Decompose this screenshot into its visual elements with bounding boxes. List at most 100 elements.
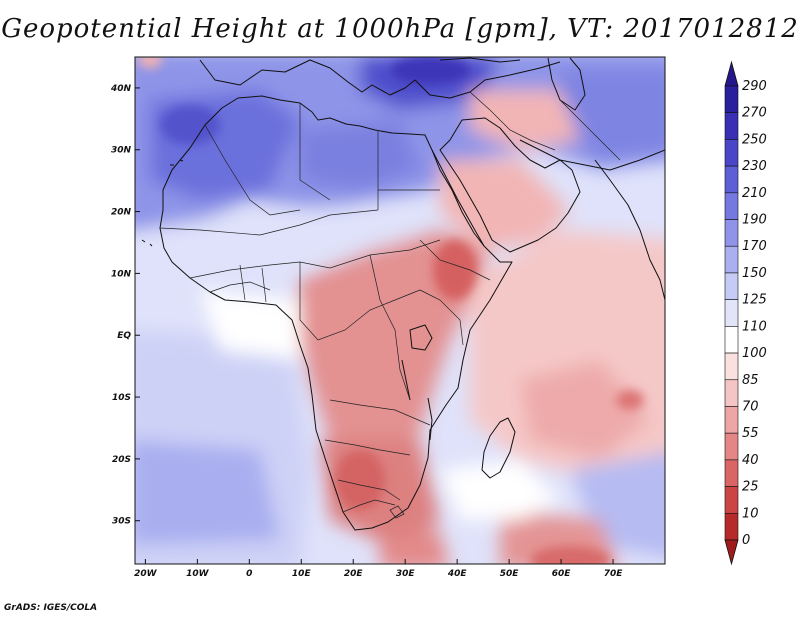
- colorbar-swatch: [724, 459, 739, 487]
- coastline-madagascar: [481, 417, 516, 479]
- y-tick-label: 40N: [110, 84, 132, 94]
- field-libya-high: [300, 120, 420, 190]
- coastline-canaries: [170, 159, 184, 166]
- border-east-africa: [419, 289, 464, 346]
- colorbar-swatch: [724, 512, 739, 541]
- field-iran-high: [560, 70, 665, 160]
- coastline-africa: [159, 95, 513, 531]
- colorbar-label: 270: [742, 106, 767, 121]
- colorbar-label: 55: [742, 426, 759, 441]
- field-balkan-max: [390, 57, 470, 84]
- border-central-east: [369, 254, 411, 401]
- colorbar-top-arrow: [724, 60, 739, 87]
- colorbar-label: 70: [742, 399, 759, 414]
- field-ethiopia-min: [433, 240, 477, 300]
- field-south-indian-high: [570, 452, 665, 558]
- colorbar-swatch: [724, 139, 739, 167]
- y-tick-label: 30S: [112, 517, 131, 527]
- field-arabia-low: [440, 160, 570, 250]
- field-southwest-corner: [138, 57, 162, 68]
- border-iran: [559, 99, 621, 161]
- coastlines: [141, 57, 665, 531]
- field-south-atlantic-high: [135, 440, 280, 545]
- field-madagascar-low: [520, 360, 650, 460]
- border-sahel-south: [189, 239, 441, 279]
- coastline-lake-victoria: [409, 324, 433, 351]
- colorbar: 2902702502302101901701501251101008570554…: [724, 60, 767, 566]
- colorbar-label: 125: [742, 293, 767, 308]
- x-tick-label: 60E: [552, 569, 572, 579]
- colorbar-swatch: [724, 165, 739, 194]
- y-tick-label: 10S: [112, 393, 131, 403]
- field-kalahari-min: [335, 450, 385, 510]
- colorbar-label: 40: [742, 453, 759, 468]
- colorbar-label: 210: [742, 186, 767, 201]
- colorbar-label: 170: [742, 239, 767, 254]
- colorbar-swatch: [724, 192, 739, 220]
- border-south-africa: [342, 499, 396, 513]
- border-lesotho: [389, 505, 405, 519]
- colorbar-label: 250: [742, 132, 767, 147]
- colorbar-swatch: [724, 112, 739, 140]
- colorbar-label: 150: [742, 266, 767, 281]
- border-southern-north: [329, 399, 431, 426]
- colorbar-swatch: [724, 486, 739, 514]
- colorbar-label: 230: [742, 159, 767, 174]
- colorbar-swatch: [724, 406, 739, 434]
- colorbar-label: 0: [742, 533, 750, 548]
- x-tick-label: 20E: [344, 569, 364, 579]
- coastline-lake-malawi: [427, 397, 433, 441]
- border-middle-east: [469, 91, 556, 151]
- border-central-west: [299, 262, 421, 341]
- x-tick-label: 30E: [396, 569, 416, 579]
- y-tick-label: 20N: [111, 208, 132, 218]
- y-tick-label: 10N: [111, 269, 132, 279]
- coastline-cape-verde: [141, 239, 153, 247]
- height-field: [135, 57, 665, 564]
- colorbar-swatch: [724, 85, 739, 114]
- coastline-india: [594, 159, 665, 301]
- y-tick-label: 30N: [111, 146, 132, 156]
- colorbar-swatch: [724, 245, 739, 274]
- coastline-europe: [199, 59, 561, 99]
- x-tick-label: 40E: [447, 569, 468, 579]
- field-southeast-neutral: [440, 460, 560, 520]
- footer-credit: GrADS: IGES/COLA: [4, 603, 98, 613]
- chart-title: Geopotential Height at 1000hPa [gpm], VT…: [1, 14, 799, 44]
- coastline-red-sea: [431, 149, 485, 247]
- colorbar-label: 110: [742, 319, 767, 334]
- coastline-arabia: [439, 117, 581, 253]
- coastline-lake-tanganyika: [401, 359, 411, 401]
- colorbar-label: 100: [742, 346, 767, 361]
- border-maghreb: [204, 124, 301, 216]
- colorbar-swatch: [724, 326, 739, 354]
- colorbar-swatch: [724, 379, 739, 407]
- y-tick-label: 20S: [112, 455, 131, 465]
- colorbar-swatch: [724, 432, 739, 461]
- colorbar-swatch: [724, 352, 739, 381]
- colorbar-label: 290: [742, 79, 767, 94]
- border-horn: [419, 239, 491, 281]
- colorbar-swatch: [724, 272, 739, 300]
- field-sahel: [140, 205, 420, 290]
- field-indian-ocean-min: [616, 390, 644, 410]
- border-sahel-north: [159, 209, 379, 236]
- border-southern-mid: [324, 439, 411, 456]
- colorbar-label: 85: [742, 373, 759, 388]
- field-south-indian-min: [530, 546, 610, 564]
- x-tick-label: 20W: [134, 569, 158, 579]
- colorbar-label: 25: [742, 480, 759, 495]
- colorbar-label: 10: [742, 506, 759, 521]
- colorbar-swatch: [724, 299, 739, 327]
- x-tick-label: 70E: [604, 569, 624, 579]
- x-tick-label: 10E: [292, 569, 312, 579]
- field-mozambique-low: [380, 530, 449, 564]
- field-morocco-max: [160, 105, 220, 145]
- coastline-caspian: [547, 57, 586, 111]
- x-tick-label: 0: [246, 569, 252, 579]
- colorbar-bottom-arrow: [724, 539, 739, 566]
- border-algeria-libya: [299, 103, 331, 201]
- coastline-persian-gulf: [519, 139, 665, 171]
- field-iraq-low: [470, 90, 580, 150]
